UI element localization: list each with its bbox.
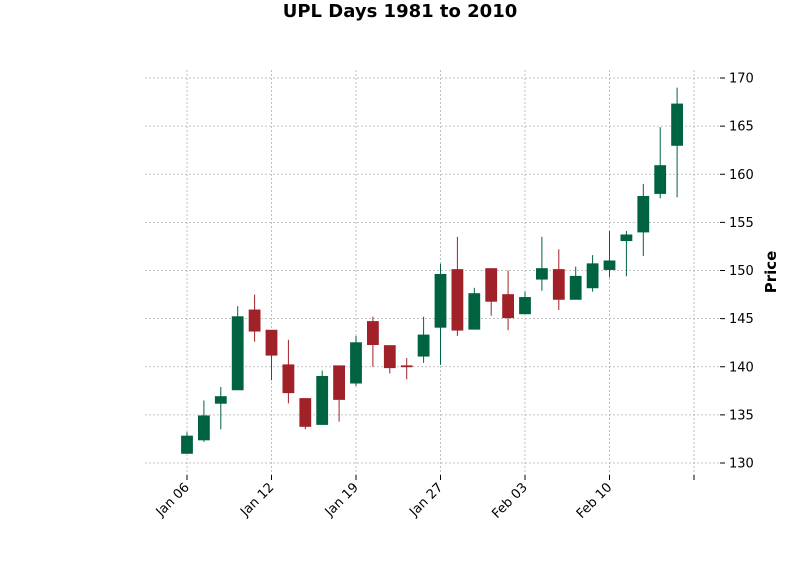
candle [586,255,599,292]
x-tick-label: Jan 06 [153,480,193,520]
y-tick-label: 145 [729,312,754,327]
candle [400,358,413,380]
candle-body-up [654,165,667,194]
candle [485,268,498,316]
candle [333,365,346,422]
candle [299,398,312,430]
x-tick-label: Feb 10 [574,480,616,522]
candle-body-down [485,268,498,302]
candle-body-up [214,396,227,404]
candle-body-up [637,195,650,233]
candle-body-up [316,375,329,425]
x-tick-label: Jan 19 [322,480,362,520]
candle [451,236,464,336]
candle [569,266,582,300]
x-tick-label: Jan 12 [237,480,277,520]
y-axis-label: Price [762,251,780,294]
candle [248,294,261,342]
candle-body-up [569,275,582,300]
y-tick-label: 140 [729,360,754,375]
candle-body-down [366,321,379,346]
candle-body-up [671,103,683,146]
candle-body-up [468,293,481,330]
candle-body-down [299,398,312,427]
y-tick-label: 150 [729,264,754,279]
candle [536,236,548,291]
candle-body-up [434,273,447,328]
candle-body-up [350,342,362,384]
candle [654,127,667,199]
candle-body-up [586,263,599,289]
candle [519,291,531,315]
candle [282,339,295,404]
candle-body-down [552,269,565,300]
candle-body-down [333,365,346,400]
candle [637,183,650,257]
x-tick-label: Feb 03 [489,480,531,522]
candle-body-up [603,260,616,270]
y-axis: 130 135 140 145 150 155 160 165 170 [720,72,754,472]
candle-body-down [282,364,295,394]
candle-body-up [417,334,430,357]
candle [620,231,633,277]
candle-body-down [248,309,261,332]
candle [502,270,515,331]
candle [366,316,379,367]
x-axis: Jan 06 Jan 12 Jan 19 Jan 27 Feb 03 Feb 10 [153,475,695,522]
candle [417,316,430,363]
candle [197,400,210,442]
candle-body-up [519,297,531,315]
candle [552,249,565,310]
candle [383,345,396,374]
y-tick-label: 155 [729,216,754,231]
candle [214,386,227,430]
x-tick-label: Jan 27 [406,480,446,520]
candle-body-down [383,345,396,369]
candle [231,306,244,391]
y-tick-label: 165 [729,120,754,135]
candle-body-down [502,294,515,319]
y-tick-label: 135 [729,408,754,423]
candle [316,370,329,425]
candle-body-down [451,269,464,331]
candle-body-up [620,234,633,242]
y-tick-label: 130 [729,457,754,472]
candle [468,287,481,330]
candle [434,263,447,365]
y-tick-label: 160 [729,168,754,183]
candle-body-up [181,435,193,454]
candle [350,335,362,386]
y-tick-label: 170 [729,72,754,87]
candle [603,231,616,278]
candle [671,87,683,198]
candles [181,87,683,454]
candle-body-down [265,329,278,356]
candle [181,432,193,454]
candle-body-up [197,415,210,441]
candle-body-up [231,316,244,391]
grid [145,70,720,475]
candle [265,329,278,381]
candle-body-down [400,365,413,368]
chart-title: UPL Days 1981 to 2010 [283,1,518,22]
candle-body-up [536,268,548,280]
